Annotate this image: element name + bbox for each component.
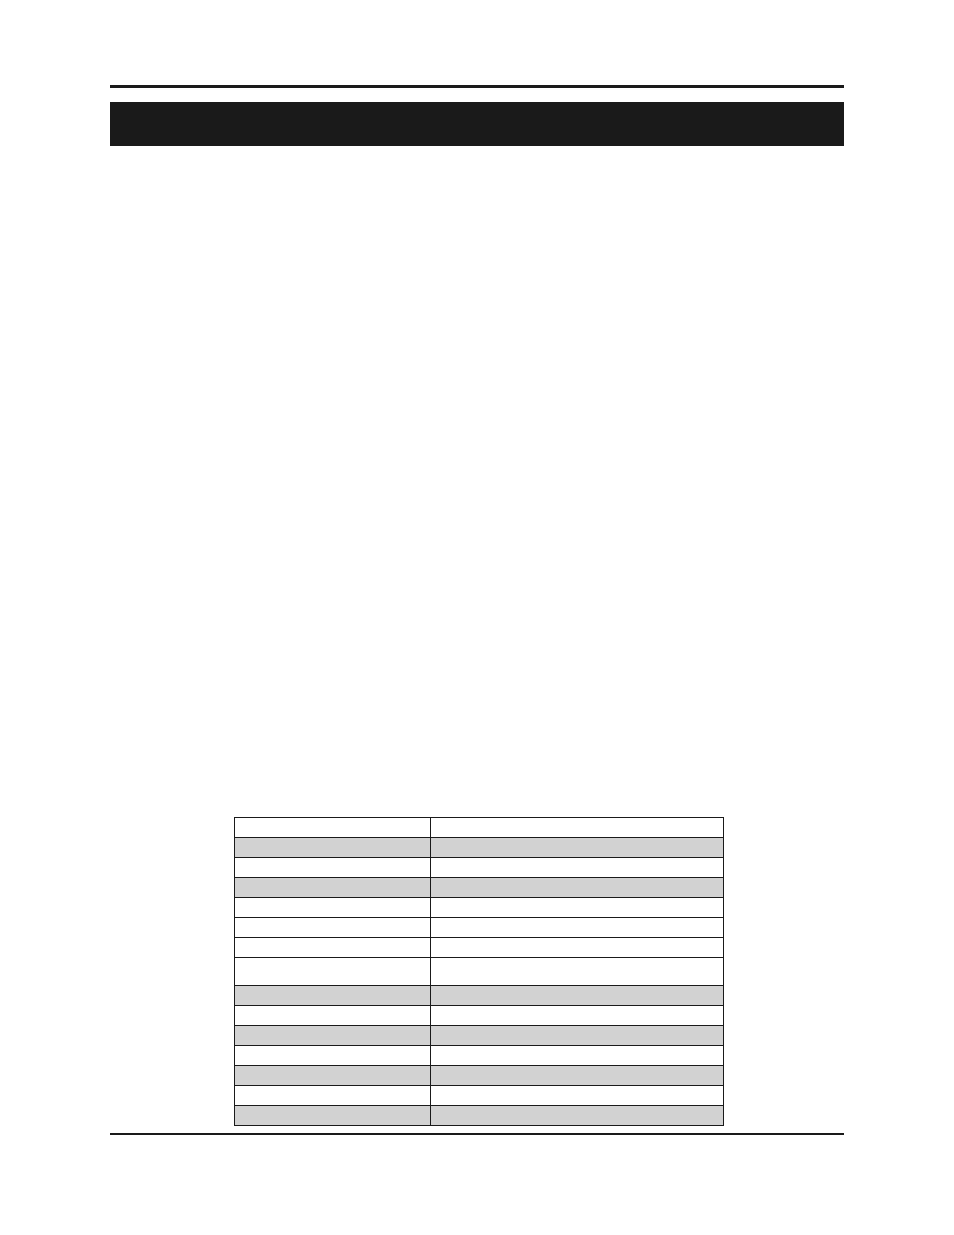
table-cell bbox=[430, 838, 723, 858]
table-cell bbox=[235, 986, 431, 1006]
table-cell bbox=[430, 1026, 723, 1046]
table-cell bbox=[235, 1086, 431, 1106]
table-cell bbox=[430, 878, 723, 898]
table-cell bbox=[235, 1046, 431, 1066]
table-row bbox=[235, 838, 724, 858]
table-row bbox=[235, 938, 724, 958]
table-cell bbox=[430, 1106, 723, 1126]
table-row bbox=[235, 1106, 724, 1126]
table-row bbox=[235, 1026, 724, 1046]
table-row bbox=[235, 1006, 724, 1026]
table-cell bbox=[235, 858, 431, 878]
table-cell bbox=[430, 958, 723, 986]
table-cell bbox=[430, 986, 723, 1006]
data-table bbox=[234, 817, 724, 1126]
bottom-rule bbox=[110, 1133, 844, 1135]
table-cell bbox=[235, 1026, 431, 1046]
table-cell bbox=[235, 1066, 431, 1086]
table-cell bbox=[235, 958, 431, 986]
table-cell bbox=[235, 1006, 431, 1026]
table-cell bbox=[235, 838, 431, 858]
table-cell bbox=[235, 918, 431, 938]
table-cell bbox=[430, 1006, 723, 1026]
table-cell bbox=[430, 818, 723, 838]
table-row bbox=[235, 898, 724, 918]
table-row bbox=[235, 1086, 724, 1106]
table-row bbox=[235, 878, 724, 898]
table-cell bbox=[235, 938, 431, 958]
table-row bbox=[235, 958, 724, 986]
top-rule bbox=[110, 85, 844, 88]
table-cell bbox=[430, 938, 723, 958]
table-cell bbox=[235, 898, 431, 918]
table-cell bbox=[235, 878, 431, 898]
table-row bbox=[235, 858, 724, 878]
table-row bbox=[235, 986, 724, 1006]
table-cell bbox=[430, 898, 723, 918]
title-bar bbox=[110, 102, 844, 146]
table-cell bbox=[235, 1106, 431, 1126]
data-table-wrap bbox=[234, 817, 724, 1126]
table-cell bbox=[430, 1046, 723, 1066]
page-content bbox=[110, 85, 844, 146]
table-cell bbox=[430, 918, 723, 938]
table-cell bbox=[430, 1066, 723, 1086]
table-row bbox=[235, 818, 724, 838]
table-cell bbox=[430, 1086, 723, 1106]
table-cell bbox=[430, 858, 723, 878]
table-cell bbox=[235, 818, 431, 838]
table-row bbox=[235, 1066, 724, 1086]
table-row bbox=[235, 1046, 724, 1066]
table-row bbox=[235, 918, 724, 938]
